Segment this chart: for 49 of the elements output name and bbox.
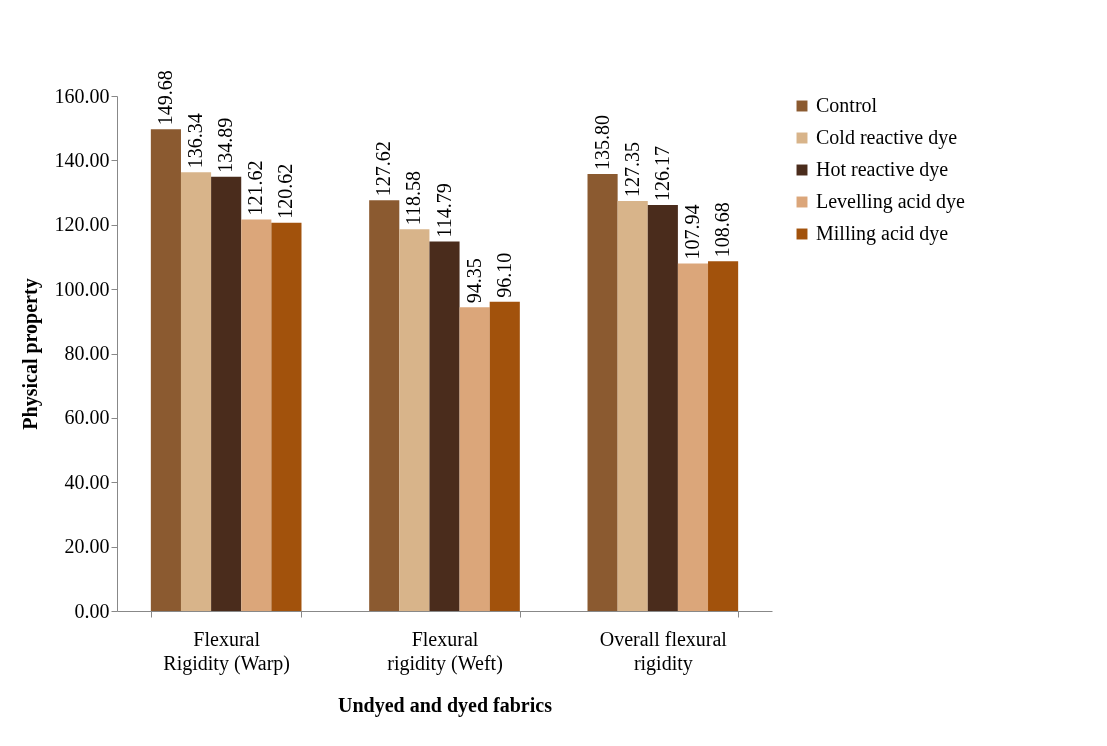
- text: 127.35: [620, 142, 643, 198]
- bar: [708, 261, 739, 611]
- text: 127.62: [372, 141, 395, 197]
- text: 94.35: [462, 258, 485, 304]
- y-tick-label: 160.00: [54, 84, 110, 107]
- bar: [429, 241, 460, 611]
- x-tick-label: Flexural Rigidity (Warp): [163, 627, 291, 675]
- bar: [677, 263, 709, 611]
- x-axis-title: Undyed and dyed fabrics: [338, 693, 553, 717]
- y-tick-label: 140.00: [54, 148, 110, 171]
- bar: [617, 201, 648, 611]
- bar: [241, 219, 272, 611]
- text: 126.17: [650, 145, 673, 201]
- text: 134.89: [214, 117, 237, 173]
- bar: [180, 172, 212, 611]
- y-tick-label: 20.00: [64, 535, 110, 558]
- text: 108.68: [711, 202, 734, 258]
- text: 96.10: [492, 252, 515, 298]
- y-tick-label: 40.00: [64, 470, 110, 493]
- text: 120.62: [274, 163, 297, 219]
- y-tick-label: 100.00: [54, 277, 110, 300]
- legend-label: Hot reactive dye: [816, 158, 949, 181]
- bar: [369, 200, 400, 611]
- bar: [399, 229, 430, 611]
- y-tick-label: 0.00: [74, 599, 110, 622]
- bar: [489, 301, 520, 611]
- y-tick-label: 60.00: [64, 406, 110, 429]
- y-tick-label: 120.00: [54, 213, 110, 236]
- bar: [150, 129, 181, 611]
- y-tick-label: 80.00: [64, 342, 110, 364]
- text: 135.80: [590, 114, 613, 170]
- x-tick-label: Overall flexural rigidity: [599, 627, 728, 675]
- bar: [459, 307, 490, 611]
- legend-label: Control: [816, 94, 878, 116]
- legend-label: Cold reactive dye: [816, 126, 958, 149]
- bar: [647, 204, 678, 611]
- y-axis-title: Physical property: [18, 278, 42, 430]
- text: 121.62: [244, 160, 267, 216]
- text: 107.94: [680, 204, 703, 260]
- bar: [271, 222, 302, 611]
- bar: [587, 173, 618, 611]
- text: 118.58: [402, 171, 425, 226]
- text: 136.34: [184, 113, 207, 169]
- text: 114.79: [432, 183, 455, 238]
- legend-label: Levelling acid dye: [816, 190, 965, 213]
- text: 149.68: [153, 70, 176, 126]
- x-tick-label: Flexural rigidity (Weft): [387, 627, 503, 675]
- legend-label: Milling acid dye: [816, 222, 949, 245]
- bar: [211, 176, 242, 611]
